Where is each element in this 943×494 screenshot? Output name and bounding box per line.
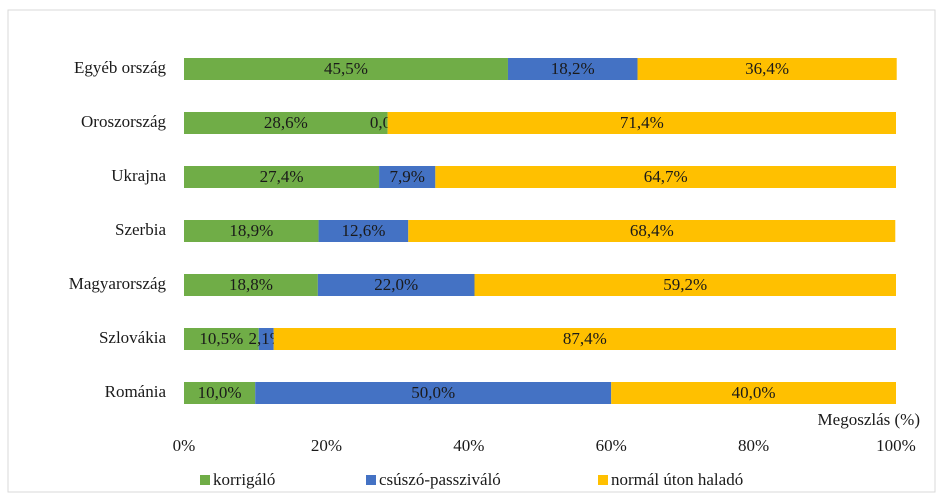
y-tick-label: Szerbia	[115, 220, 166, 239]
bar-segment	[184, 328, 259, 350]
bar-segment	[258, 328, 274, 350]
data-label: 50,0%	[411, 383, 455, 402]
bar-segment	[184, 58, 508, 80]
x-tick-label: 100%	[876, 436, 916, 455]
legend-swatch	[366, 475, 376, 485]
data-label: 68,4%	[630, 221, 674, 240]
data-label: 64,7%	[644, 167, 688, 186]
legend-label: csúszó-passziváló	[379, 470, 501, 489]
x-tick-label: 80%	[738, 436, 769, 455]
legend-swatch	[598, 475, 608, 485]
legend-swatch	[200, 475, 210, 485]
data-label: 18,2%	[551, 59, 595, 78]
data-label: 10,0%	[198, 383, 242, 402]
bar-segment	[435, 166, 896, 188]
y-tick-label: Szlovákia	[99, 328, 166, 347]
bar-segment	[273, 328, 896, 350]
data-label: 27,4%	[260, 167, 304, 186]
y-tick-label: Ukrajna	[111, 166, 166, 185]
bar-segment	[184, 274, 318, 296]
bar-segment	[184, 382, 256, 404]
x-tick-label: 20%	[311, 436, 342, 455]
bar-segment	[408, 220, 896, 242]
chart-border	[7, 9, 936, 493]
bar-segment	[255, 382, 612, 404]
bar-segment	[184, 166, 380, 188]
legend-label: normál úton haladó	[611, 470, 743, 489]
data-label: 12,6%	[341, 221, 385, 240]
legend-label: korrigáló	[213, 470, 275, 489]
bar-segment	[184, 112, 388, 134]
x-tick-label: 60%	[596, 436, 627, 455]
x-axis-label: Megoszlás (%)	[818, 410, 920, 429]
data-label: 59,2%	[663, 275, 707, 294]
y-tick-label: Magyarország	[69, 274, 167, 293]
data-label: 22,0%	[374, 275, 418, 294]
data-label: 7,9%	[390, 167, 425, 186]
data-label: 36,4%	[745, 59, 789, 78]
bar-segment	[611, 382, 896, 404]
data-label: 28,6%	[264, 113, 308, 132]
bar-segment	[318, 220, 409, 242]
bar-segment	[474, 274, 896, 296]
x-tick-label: 40%	[453, 436, 484, 455]
data-label: 71,4%	[620, 113, 664, 132]
bar-segment	[379, 166, 436, 188]
data-label: 18,8%	[229, 275, 273, 294]
x-tick-label: 0%	[173, 436, 196, 455]
data-label: 18,9%	[229, 221, 273, 240]
data-label: 87,4%	[563, 329, 607, 348]
data-label: 40,0%	[732, 383, 776, 402]
y-tick-label: Oroszország	[81, 112, 166, 131]
bar-segment	[507, 58, 638, 80]
data-label: 10,5%	[199, 329, 243, 348]
bar-segment	[387, 112, 896, 134]
bar-segment	[637, 58, 897, 80]
data-label: 45,5%	[324, 59, 368, 78]
bar-segment	[317, 274, 475, 296]
y-tick-label: Egyéb ország	[74, 58, 167, 77]
bar-segment	[184, 220, 319, 242]
y-tick-label: Románia	[105, 382, 167, 401]
